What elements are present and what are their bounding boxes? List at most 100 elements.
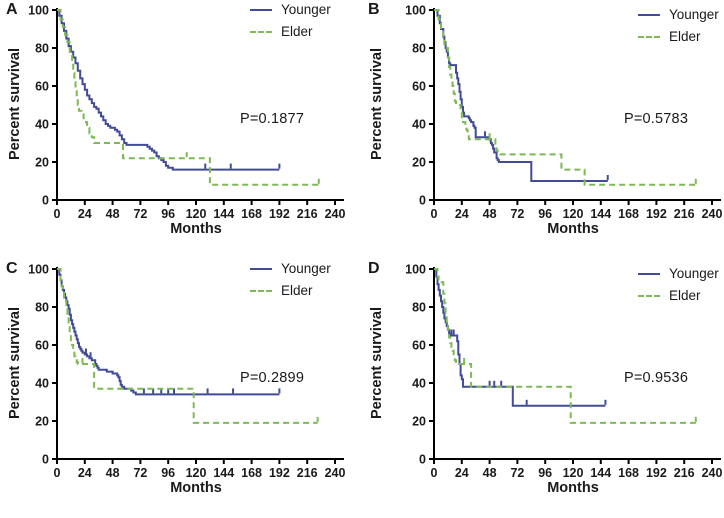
x-tick-label: 48 [106,207,120,221]
legend-label-younger: Younger [669,7,719,22]
legend-entry-younger: Younger [250,262,331,276]
legend-entry-elder: Elder [250,25,331,39]
x-tick-label: 72 [133,466,147,480]
x-tick-label: 240 [325,466,346,480]
younger-survival-curve [434,9,608,182]
km-plot-b: 0 20 40 60 80 100 0 24 48 72 96 120 144 168 192 216 240 [405,4,723,222]
x-tick-label: 192 [646,207,667,221]
legend-label-younger: Younger [281,2,331,17]
legend: Younger Elder [250,3,331,39]
younger-survival-curve [434,268,606,407]
km-plot-a: 0 20 40 60 80 100 0 24 48 72 96 120 144 168 192 216 240 [28,4,346,222]
x-tick-label: 24 [78,207,92,221]
legend-label-elder: Elder [281,283,313,298]
x-axis-label: Months [547,221,599,237]
p-value: P=0.2899 [240,370,305,386]
x-tick-label: 120 [186,207,207,221]
km-plot-d: 0 20 40 60 80 100 0 24 48 72 96 120 144 168 192 216 240 [405,263,723,481]
y-tick-label: 80 [35,301,49,315]
younger-line-sample-icon [638,14,660,16]
x-tick-label: 96 [538,466,552,480]
y-tick-label: 60 [412,80,426,94]
elder-line-sample-icon [638,36,660,38]
x-axis-label: Months [170,221,222,237]
y-tick-label: 40 [412,118,426,132]
x-tick-label: 240 [702,207,723,221]
elder-line-sample-icon [638,295,660,297]
x-tick-label: 72 [510,207,524,221]
x-tick-label: 0 [431,466,438,480]
p-value: P=0.5783 [624,111,689,127]
legend-entry-younger: Younger [638,8,719,22]
x-tick-label: 0 [54,466,61,480]
legend-entry-younger: Younger [638,267,719,281]
x-tick-label: 192 [646,466,667,480]
x-tick-label: 144 [213,466,234,480]
y-tick-label: 80 [412,42,426,56]
legend-label-elder: Elder [281,24,313,39]
y-tick-label: 20 [35,415,49,429]
panel-a: 0 20 40 60 80 100 0 24 48 72 96 120 144 168 192 216 240 … [0,0,362,259]
x-tick-label: 240 [325,207,346,221]
panel-b: 0 20 40 60 80 100 0 24 48 72 96 120 144 168 192 216 240 … [362,0,724,259]
y-tick-label: 100 [28,263,49,277]
y-tick-label: 0 [419,194,426,208]
x-tick-label: 216 [297,466,318,480]
x-tick-label: 120 [186,466,207,480]
panel-letter-d: D [368,260,380,277]
y-tick-label: 0 [42,453,49,467]
legend-label-elder: Elder [669,288,701,303]
panel-letter-c: C [6,260,18,277]
y-axis-label: Percent survival [369,47,385,161]
y-tick-label: 20 [412,156,426,170]
legend-entry-elder: Elder [250,284,331,298]
younger-line-sample-icon [250,9,272,11]
y-axis-label: Percent survival [369,306,385,420]
y-tick-label: 40 [412,377,426,391]
x-tick-label: 240 [702,466,723,480]
y-tick-label: 80 [35,42,49,56]
x-tick-label: 72 [133,207,147,221]
younger-line-sample-icon [250,268,272,270]
x-tick-label: 216 [674,207,695,221]
x-tick-label: 168 [241,466,262,480]
y-tick-label: 20 [35,156,49,170]
x-tick-label: 168 [618,207,639,221]
legend-entry-elder: Elder [638,30,719,44]
x-tick-label: 24 [78,466,92,480]
legend-label-younger: Younger [281,261,331,276]
legend: Younger Elder [250,262,331,298]
p-value: P=0.9536 [624,370,689,386]
legend-label-younger: Younger [669,266,719,281]
legend: Younger Elder [638,267,719,303]
legend: Younger Elder [638,8,719,44]
x-tick-label: 120 [563,207,584,221]
x-tick-label: 48 [106,466,120,480]
x-tick-label: 216 [674,466,695,480]
x-tick-label: 24 [455,466,469,480]
y-tick-label: 60 [412,339,426,353]
y-tick-label: 40 [35,377,49,391]
x-tick-label: 0 [431,207,438,221]
elder-survival-curve [57,9,319,186]
x-tick-label: 48 [483,207,497,221]
x-tick-label: 144 [590,207,611,221]
y-tick-label: 80 [412,301,426,315]
panel-c: 0 20 40 60 80 100 0 24 48 72 96 120 144 168 192 216 240 … [0,259,362,518]
x-tick-label: 120 [563,466,584,480]
younger-line-sample-icon [638,273,660,275]
x-tick-label: 96 [161,466,175,480]
elder-survival-curve [434,268,696,424]
y-tick-label: 100 [405,4,426,18]
elder-line-sample-icon [250,290,272,292]
y-tick-label: 20 [412,415,426,429]
x-tick-label: 48 [483,466,497,480]
y-tick-label: 100 [405,263,426,277]
x-tick-label: 168 [618,466,639,480]
p-value: P=0.1877 [240,111,305,127]
x-tick-label: 144 [590,466,611,480]
x-tick-label: 168 [241,207,262,221]
x-tick-label: 96 [538,207,552,221]
y-axis-label: Percent survival [7,306,23,420]
